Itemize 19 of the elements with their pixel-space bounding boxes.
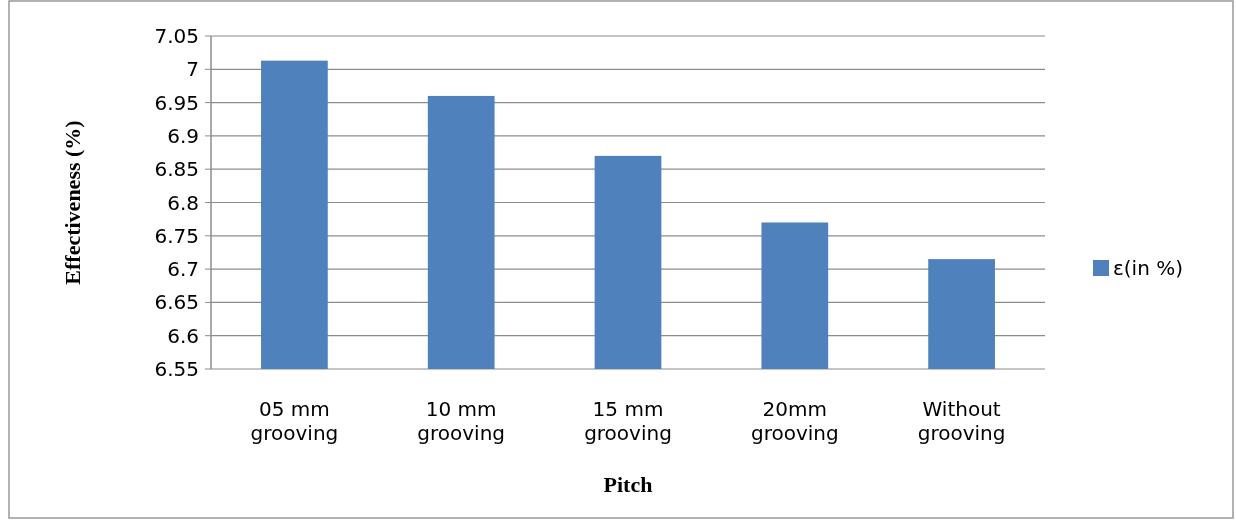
x-tick-label: 20mm grooving (750, 397, 839, 445)
x-tick-label: 10 mm grooving (417, 397, 506, 445)
x-axis-title: Pitch (603, 472, 653, 497)
x-tick-label: Without grooving (917, 397, 1006, 445)
y-tick-label: 7 (186, 57, 199, 82)
y-tick-label: 7.05 (154, 24, 199, 48)
y-tick-label: 6.7 (167, 257, 199, 282)
y-tick-label: 6.65 (154, 290, 199, 315)
x-tick-label: 15 mm grooving (584, 397, 672, 445)
y-tick-label: 6.75 (154, 223, 199, 248)
y-tick-label: 6.8 (167, 190, 199, 215)
y-tick-label: 6.85 (154, 157, 199, 182)
y-tick-label: 6.9 (167, 123, 199, 148)
y-tick-label: 6.95 (154, 90, 199, 115)
y-tick-label: 6.6 (167, 323, 199, 348)
x-tick-label: 05 mm grooving (250, 397, 339, 445)
y-axis-title: Effectiveness (%) (60, 120, 85, 285)
y-tick-label: 6.55 (154, 357, 199, 381)
legend-label: ε(in %) (1113, 256, 1184, 280)
